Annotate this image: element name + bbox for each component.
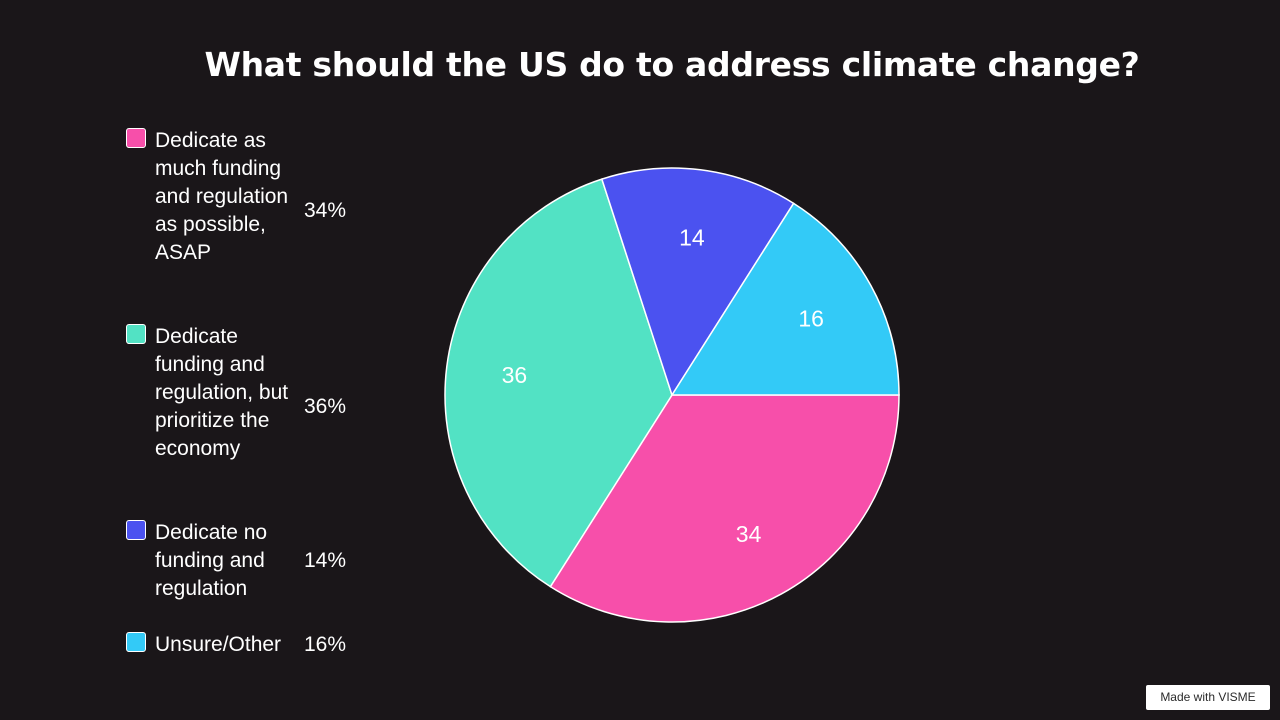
- legend-label: Dedicate as much funding and regulation …: [155, 129, 289, 264]
- legend-value: 36%: [304, 395, 347, 418]
- slice-value-label: 16: [798, 305, 824, 331]
- legend-item-no-funding: Dedicate no funding and regulation 14%: [126, 519, 366, 609]
- legend-value: 16%: [304, 633, 347, 656]
- legend-label: Dedicate funding and regulation, but pri…: [155, 325, 289, 460]
- legend-item-max-funding: Dedicate as much funding and regulation …: [126, 127, 366, 297]
- slice-value-label: 36: [502, 362, 528, 388]
- legend-value: 14%: [304, 549, 347, 572]
- slice-no-funding: [600, 167, 795, 397]
- legend-swatch: [126, 632, 146, 652]
- legend-swatch: [126, 324, 146, 344]
- slice-value-label: 34: [736, 521, 762, 547]
- slice-max-funding: [549, 394, 900, 623]
- legend-item-unsure: Unsure/Other 16%: [126, 631, 366, 661]
- slice-prioritize-economy: [444, 178, 673, 588]
- slice-unsure: [670, 202, 900, 396]
- legend-label: Dedicate no funding and regulation: [155, 521, 268, 600]
- legend-item-prioritize-economy: Dedicate funding and regulation, but pri…: [126, 323, 366, 493]
- legend-swatch: [126, 520, 146, 540]
- slice-value-label: 14: [679, 224, 705, 250]
- legend-swatch: [126, 128, 146, 148]
- legend-label: Unsure/Other: [155, 633, 282, 656]
- chart-title: What should the US do to address climate…: [204, 45, 1140, 84]
- made-with-visme-badge[interactable]: Made with VISME: [1146, 685, 1270, 710]
- legend-value: 34%: [304, 199, 347, 222]
